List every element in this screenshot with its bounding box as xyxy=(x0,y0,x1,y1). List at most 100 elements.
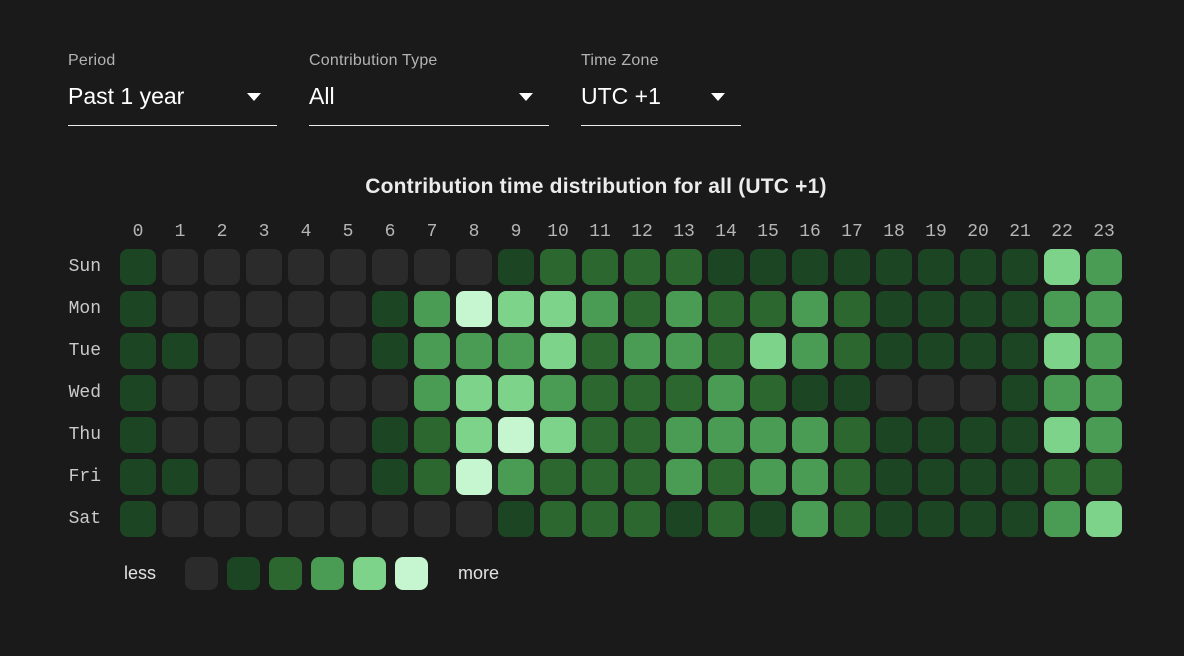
heatmap-cell-sat-23[interactable] xyxy=(1086,501,1122,537)
heatmap-cell-fri-8[interactable] xyxy=(456,459,492,495)
heatmap-cell-sat-2[interactable] xyxy=(204,501,240,537)
heatmap-cell-thu-7[interactable] xyxy=(414,417,450,453)
heatmap-cell-wed-0[interactable] xyxy=(120,375,156,411)
heatmap-cell-mon-6[interactable] xyxy=(372,291,408,327)
heatmap-cell-sun-17[interactable] xyxy=(834,249,870,285)
heatmap-cell-mon-2[interactable] xyxy=(204,291,240,327)
heatmap-cell-sun-3[interactable] xyxy=(246,249,282,285)
heatmap-cell-wed-16[interactable] xyxy=(792,375,828,411)
heatmap-cell-fri-19[interactable] xyxy=(918,459,954,495)
heatmap-cell-mon-5[interactable] xyxy=(330,291,366,327)
heatmap-cell-wed-12[interactable] xyxy=(624,375,660,411)
heatmap-cell-mon-14[interactable] xyxy=(708,291,744,327)
heatmap-cell-wed-9[interactable] xyxy=(498,375,534,411)
heatmap-cell-sun-18[interactable] xyxy=(876,249,912,285)
heatmap-cell-thu-14[interactable] xyxy=(708,417,744,453)
heatmap-cell-sun-6[interactable] xyxy=(372,249,408,285)
heatmap-cell-thu-11[interactable] xyxy=(582,417,618,453)
heatmap-cell-thu-9[interactable] xyxy=(498,417,534,453)
heatmap-cell-wed-14[interactable] xyxy=(708,375,744,411)
heatmap-cell-fri-17[interactable] xyxy=(834,459,870,495)
heatmap-cell-tue-18[interactable] xyxy=(876,333,912,369)
heatmap-cell-fri-6[interactable] xyxy=(372,459,408,495)
heatmap-cell-mon-12[interactable] xyxy=(624,291,660,327)
heatmap-cell-sun-15[interactable] xyxy=(750,249,786,285)
heatmap-cell-tue-21[interactable] xyxy=(1002,333,1038,369)
heatmap-cell-thu-15[interactable] xyxy=(750,417,786,453)
heatmap-cell-tue-16[interactable] xyxy=(792,333,828,369)
heatmap-cell-fri-14[interactable] xyxy=(708,459,744,495)
heatmap-cell-tue-0[interactable] xyxy=(120,333,156,369)
heatmap-cell-mon-23[interactable] xyxy=(1086,291,1122,327)
heatmap-cell-sat-0[interactable] xyxy=(120,501,156,537)
heatmap-cell-tue-22[interactable] xyxy=(1044,333,1080,369)
heatmap-cell-sun-13[interactable] xyxy=(666,249,702,285)
heatmap-cell-mon-20[interactable] xyxy=(960,291,996,327)
heatmap-cell-tue-23[interactable] xyxy=(1086,333,1122,369)
heatmap-cell-thu-13[interactable] xyxy=(666,417,702,453)
heatmap-cell-mon-11[interactable] xyxy=(582,291,618,327)
heatmap-cell-wed-3[interactable] xyxy=(246,375,282,411)
heatmap-cell-fri-13[interactable] xyxy=(666,459,702,495)
heatmap-cell-tue-11[interactable] xyxy=(582,333,618,369)
heatmap-cell-thu-5[interactable] xyxy=(330,417,366,453)
heatmap-cell-sun-12[interactable] xyxy=(624,249,660,285)
heatmap-cell-sat-18[interactable] xyxy=(876,501,912,537)
heatmap-cell-sat-12[interactable] xyxy=(624,501,660,537)
heatmap-cell-fri-1[interactable] xyxy=(162,459,198,495)
heatmap-cell-wed-21[interactable] xyxy=(1002,375,1038,411)
heatmap-cell-sat-14[interactable] xyxy=(708,501,744,537)
heatmap-cell-mon-7[interactable] xyxy=(414,291,450,327)
heatmap-cell-sat-11[interactable] xyxy=(582,501,618,537)
heatmap-cell-thu-2[interactable] xyxy=(204,417,240,453)
heatmap-cell-sat-20[interactable] xyxy=(960,501,996,537)
heatmap-cell-fri-18[interactable] xyxy=(876,459,912,495)
heatmap-cell-fri-12[interactable] xyxy=(624,459,660,495)
heatmap-cell-sat-15[interactable] xyxy=(750,501,786,537)
heatmap-cell-sun-20[interactable] xyxy=(960,249,996,285)
contribution-type-dropdown[interactable]: All xyxy=(309,83,549,126)
heatmap-cell-sat-9[interactable] xyxy=(498,501,534,537)
heatmap-cell-thu-23[interactable] xyxy=(1086,417,1122,453)
heatmap-cell-mon-15[interactable] xyxy=(750,291,786,327)
heatmap-cell-wed-20[interactable] xyxy=(960,375,996,411)
heatmap-cell-tue-2[interactable] xyxy=(204,333,240,369)
heatmap-cell-thu-10[interactable] xyxy=(540,417,576,453)
heatmap-cell-mon-21[interactable] xyxy=(1002,291,1038,327)
heatmap-cell-fri-7[interactable] xyxy=(414,459,450,495)
heatmap-cell-mon-4[interactable] xyxy=(288,291,324,327)
heatmap-cell-tue-10[interactable] xyxy=(540,333,576,369)
heatmap-cell-wed-23[interactable] xyxy=(1086,375,1122,411)
heatmap-cell-fri-21[interactable] xyxy=(1002,459,1038,495)
heatmap-cell-sat-4[interactable] xyxy=(288,501,324,537)
heatmap-cell-sun-14[interactable] xyxy=(708,249,744,285)
heatmap-cell-thu-8[interactable] xyxy=(456,417,492,453)
heatmap-cell-fri-9[interactable] xyxy=(498,459,534,495)
heatmap-cell-fri-15[interactable] xyxy=(750,459,786,495)
heatmap-cell-wed-19[interactable] xyxy=(918,375,954,411)
heatmap-cell-sun-5[interactable] xyxy=(330,249,366,285)
heatmap-cell-tue-17[interactable] xyxy=(834,333,870,369)
heatmap-cell-sat-10[interactable] xyxy=(540,501,576,537)
heatmap-cell-sat-13[interactable] xyxy=(666,501,702,537)
heatmap-cell-wed-22[interactable] xyxy=(1044,375,1080,411)
heatmap-cell-thu-17[interactable] xyxy=(834,417,870,453)
heatmap-cell-fri-4[interactable] xyxy=(288,459,324,495)
heatmap-cell-tue-6[interactable] xyxy=(372,333,408,369)
heatmap-cell-tue-12[interactable] xyxy=(624,333,660,369)
heatmap-cell-mon-9[interactable] xyxy=(498,291,534,327)
heatmap-cell-thu-22[interactable] xyxy=(1044,417,1080,453)
heatmap-cell-thu-12[interactable] xyxy=(624,417,660,453)
heatmap-cell-sun-2[interactable] xyxy=(204,249,240,285)
heatmap-cell-sat-16[interactable] xyxy=(792,501,828,537)
heatmap-cell-mon-16[interactable] xyxy=(792,291,828,327)
heatmap-cell-fri-5[interactable] xyxy=(330,459,366,495)
heatmap-cell-thu-0[interactable] xyxy=(120,417,156,453)
heatmap-cell-tue-20[interactable] xyxy=(960,333,996,369)
heatmap-cell-wed-15[interactable] xyxy=(750,375,786,411)
heatmap-cell-fri-3[interactable] xyxy=(246,459,282,495)
heatmap-cell-mon-3[interactable] xyxy=(246,291,282,327)
heatmap-cell-sun-0[interactable] xyxy=(120,249,156,285)
heatmap-cell-tue-7[interactable] xyxy=(414,333,450,369)
heatmap-cell-thu-16[interactable] xyxy=(792,417,828,453)
